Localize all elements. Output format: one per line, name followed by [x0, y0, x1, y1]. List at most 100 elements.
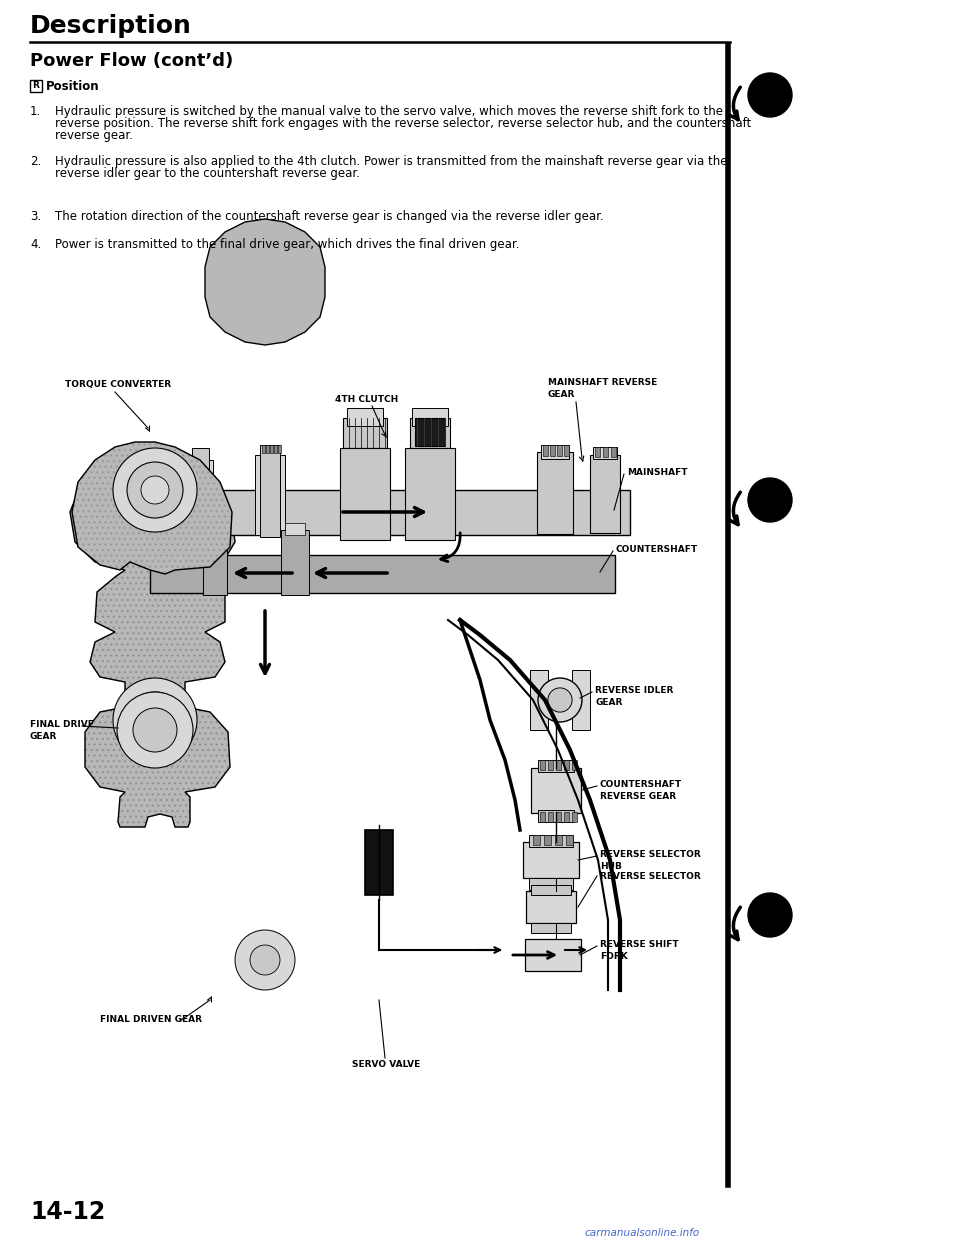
Bar	[30, 79, 42, 92]
FancyArrowPatch shape	[731, 87, 740, 119]
Bar	[533, 835, 540, 845]
Bar	[347, 409, 383, 426]
Bar	[188, 460, 213, 535]
Bar	[564, 812, 569, 822]
Text: REVERSE SHIFT: REVERSE SHIFT	[600, 940, 679, 949]
Bar	[543, 445, 548, 456]
Text: reverse gear.: reverse gear.	[55, 129, 133, 142]
FancyArrowPatch shape	[441, 533, 460, 561]
Bar	[538, 760, 574, 773]
Text: Hydraulic pressure is switched by the manual valve to the servo valve, which mov: Hydraulic pressure is switched by the ma…	[55, 106, 723, 118]
Text: 4TH CLUTCH: 4TH CLUTCH	[335, 395, 398, 404]
Text: 2.: 2.	[30, 155, 41, 168]
Text: 3.: 3.	[30, 210, 41, 224]
Circle shape	[748, 478, 792, 522]
Bar	[544, 835, 551, 845]
Bar	[274, 445, 277, 453]
Text: GEAR: GEAR	[30, 732, 58, 741]
Bar	[266, 445, 269, 453]
Bar	[593, 447, 617, 460]
Bar	[192, 448, 209, 538]
Bar	[556, 760, 561, 770]
Bar	[555, 835, 562, 845]
Text: R: R	[33, 82, 39, 91]
Bar	[415, 419, 445, 446]
Text: FINAL DRIVEN GEAR: FINAL DRIVEN GEAR	[100, 1015, 202, 1023]
Circle shape	[133, 708, 177, 751]
Text: Power Flow (cont’d): Power Flow (cont’d)	[30, 52, 233, 70]
Bar	[340, 448, 390, 540]
Text: REVERSE SELECTOR: REVERSE SELECTOR	[600, 850, 701, 859]
Bar	[260, 445, 280, 537]
Bar	[343, 419, 387, 448]
Bar	[540, 760, 545, 770]
Text: COUNTERSHAFT: COUNTERSHAFT	[600, 780, 683, 789]
Bar	[529, 878, 573, 891]
Bar	[531, 886, 571, 895]
Bar	[531, 768, 581, 814]
Bar	[410, 419, 450, 448]
Bar	[150, 555, 615, 592]
Bar	[590, 455, 620, 533]
Bar	[278, 445, 281, 453]
Text: HUB: HUB	[600, 862, 622, 871]
Bar	[566, 835, 573, 845]
Bar	[365, 830, 393, 895]
Circle shape	[141, 476, 169, 504]
Bar	[611, 447, 616, 457]
Text: reverse idler gear to the countershaft reverse gear.: reverse idler gear to the countershaft r…	[55, 166, 360, 180]
Bar	[537, 452, 573, 534]
Text: reverse position. The reverse shift fork engages with the reverse selector, reve: reverse position. The reverse shift fork…	[55, 117, 752, 130]
Text: 4.: 4.	[30, 238, 41, 251]
Bar	[270, 445, 273, 453]
Text: GEAR: GEAR	[595, 698, 622, 707]
Bar	[595, 447, 600, 457]
Text: FINAL DRIVE: FINAL DRIVE	[30, 720, 94, 729]
Circle shape	[113, 678, 197, 763]
Bar	[548, 760, 553, 770]
Bar	[203, 535, 227, 595]
Text: COUNTERSHAFT: COUNTERSHAFT	[615, 545, 697, 554]
Text: TORQUE CONVERTER: TORQUE CONVERTER	[65, 380, 171, 389]
Bar	[572, 760, 577, 770]
Text: MAINSHAFT REVERSE: MAINSHAFT REVERSE	[548, 378, 658, 388]
Text: SERVO VALVE: SERVO VALVE	[352, 1059, 420, 1069]
Bar	[541, 445, 569, 460]
Text: Power is transmitted to the final drive gear, which drives the final driven gear: Power is transmitted to the final drive …	[55, 238, 519, 251]
Text: Position: Position	[46, 79, 100, 92]
Text: FORK: FORK	[600, 953, 628, 961]
Text: REVERSE SELECTOR: REVERSE SELECTOR	[600, 872, 701, 881]
Bar	[540, 812, 545, 822]
Bar	[405, 448, 455, 540]
Text: carmanualsonline.info: carmanualsonline.info	[585, 1228, 700, 1238]
Bar	[255, 455, 285, 535]
Circle shape	[748, 73, 792, 117]
Bar	[525, 939, 581, 971]
Bar	[526, 891, 576, 923]
Polygon shape	[70, 447, 235, 827]
Bar	[529, 835, 573, 847]
Circle shape	[127, 692, 183, 748]
Text: The rotation direction of the countershaft reverse gear is changed via the rever: The rotation direction of the countersha…	[55, 210, 604, 224]
Bar	[603, 447, 608, 457]
Polygon shape	[205, 219, 325, 345]
Bar	[530, 669, 548, 730]
Polygon shape	[72, 442, 232, 574]
Bar	[285, 523, 305, 535]
Bar	[262, 445, 265, 453]
Circle shape	[548, 688, 572, 712]
Circle shape	[141, 705, 169, 734]
Text: Hydraulic pressure is also applied to the 4th clutch. Power is transmitted from : Hydraulic pressure is also applied to th…	[55, 155, 728, 168]
Bar	[564, 445, 569, 456]
Bar	[564, 760, 569, 770]
Bar	[531, 923, 571, 933]
Bar	[412, 409, 448, 426]
Circle shape	[117, 692, 193, 768]
Circle shape	[250, 945, 280, 975]
Text: GEAR: GEAR	[548, 390, 575, 399]
Bar	[550, 445, 555, 456]
Text: MAINSHAFT: MAINSHAFT	[627, 468, 687, 477]
Bar	[548, 812, 553, 822]
FancyArrowPatch shape	[731, 907, 740, 940]
Bar	[572, 669, 590, 730]
